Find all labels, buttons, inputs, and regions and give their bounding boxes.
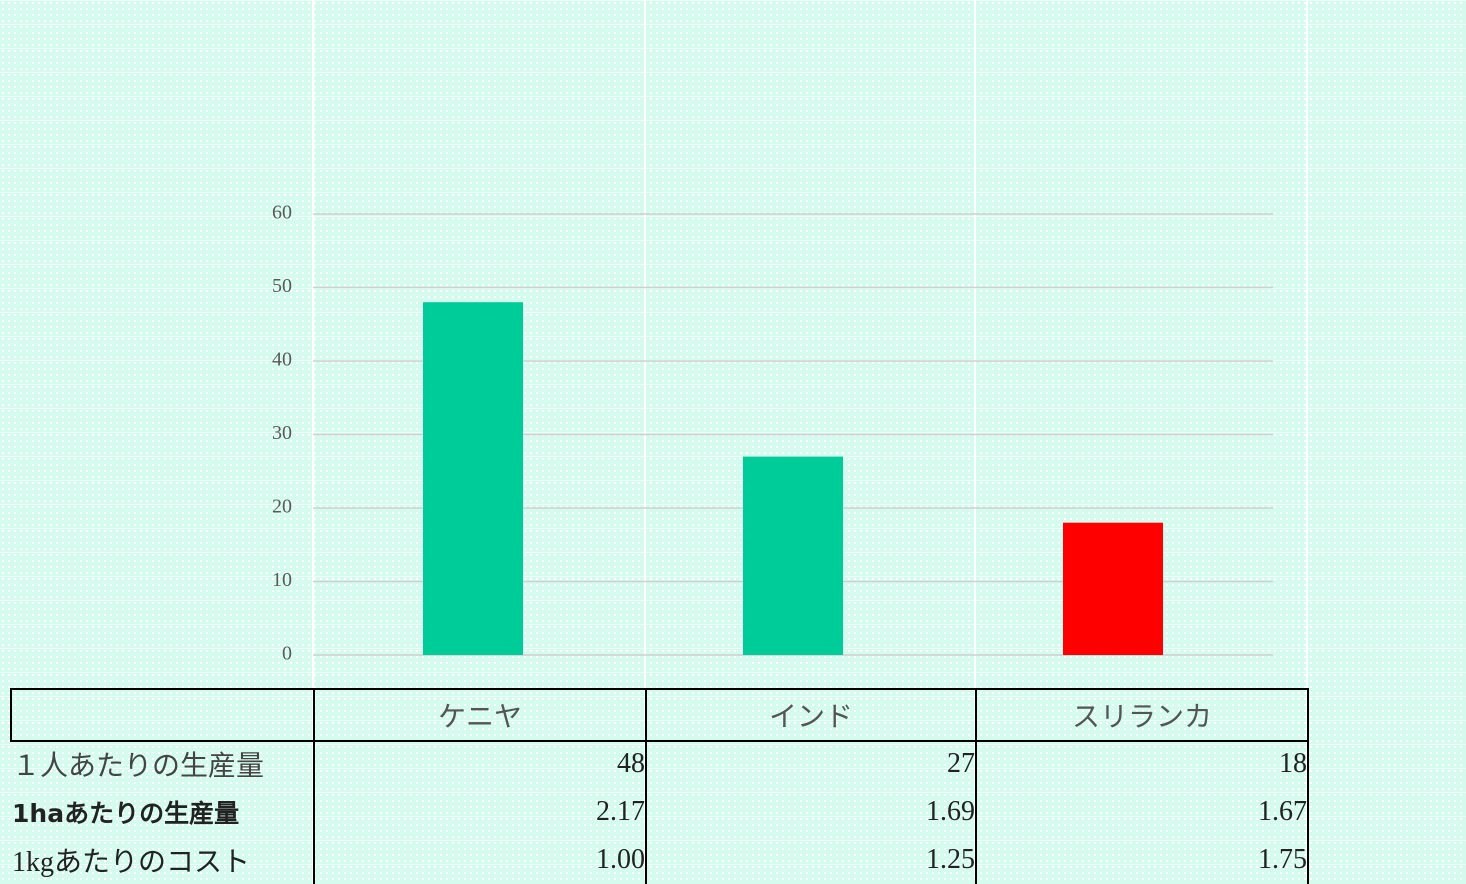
value-cell: 2.17: [313, 788, 647, 836]
column-line: [644, 0, 646, 879]
row-label: 1kgあたりのコスト: [12, 847, 251, 878]
column-line: [1306, 0, 1308, 879]
value-cell: 1.69: [645, 788, 977, 836]
y-tick-label: 30: [272, 422, 292, 444]
bar: [1063, 522, 1163, 655]
header-cell: インド: [645, 688, 977, 742]
value-cell: 27: [645, 740, 977, 788]
value-cell: 48: [313, 740, 647, 788]
y-tick-label: 0: [282, 643, 292, 665]
value-cell: 1.67: [975, 788, 1309, 836]
column-line: [974, 0, 976, 879]
value-cell: 18: [975, 740, 1309, 788]
y-tick-label: 40: [272, 349, 292, 371]
value-cell: 1.25: [645, 836, 977, 884]
y-tick-label: 50: [272, 275, 292, 297]
chart: 0 10 20 30 40 50 60: [272, 202, 1273, 665]
y-tick-label: 60: [272, 202, 292, 224]
header-cell: [10, 688, 315, 742]
value-cell: 1.75: [975, 836, 1309, 884]
header-cell: ケニヤ: [313, 688, 647, 742]
bar: [423, 302, 523, 655]
bar: [743, 456, 843, 655]
y-tick-label: 10: [272, 569, 292, 591]
y-tick-label: 20: [272, 496, 292, 518]
header-cell: スリランカ: [975, 688, 1309, 742]
row-label: １人あたりの生産量: [12, 751, 265, 782]
value-cell: 1.00: [313, 836, 647, 884]
row-label: 1haあたりの生産量: [12, 799, 240, 828]
